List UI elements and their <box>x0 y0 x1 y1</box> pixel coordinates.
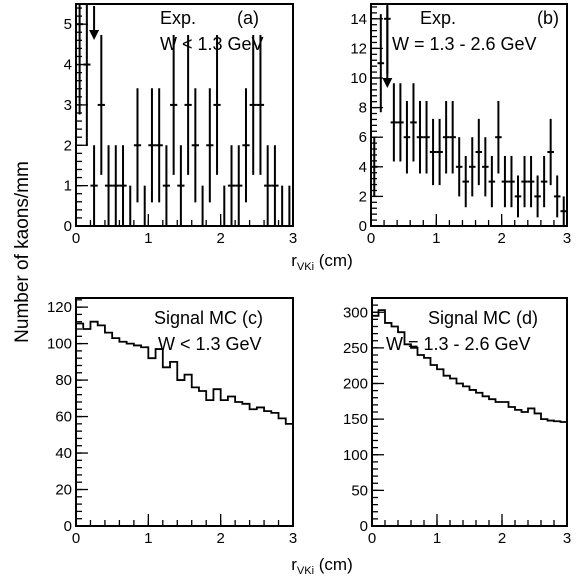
y-tick-label: 5 <box>64 16 72 33</box>
y-tick-label: 60 <box>55 409 72 426</box>
y-tick-label: 300 <box>343 304 368 321</box>
y-tick-label: 0 <box>64 218 72 235</box>
x-tick-label: 0 <box>368 530 376 547</box>
panel-annotation: W < 1.3 GeV <box>158 334 262 354</box>
x-tick-label: 3 <box>289 230 297 247</box>
panel-annotation: W = 1.3 - 2.6 GeV <box>392 34 537 54</box>
panel-annotation: W < 1.3 GeV <box>160 34 264 54</box>
x-tick-label: 0 <box>72 530 80 547</box>
y-tick-label: 14 <box>350 11 367 28</box>
x-tick-label: 0 <box>367 230 375 247</box>
x-tick-label: 3 <box>563 230 571 247</box>
y-tick-label: 4 <box>359 159 367 176</box>
cut-arrow-head <box>89 30 100 40</box>
cut-arrow-head <box>382 78 393 88</box>
panel-label: (a) <box>237 8 259 28</box>
y-tick-label: 100 <box>47 336 72 353</box>
y-tick-label: 100 <box>343 447 368 464</box>
histogram-line <box>372 309 567 423</box>
y-tick-label: 120 <box>47 299 72 316</box>
x-tick-label: 1 <box>144 230 152 247</box>
x-tick-label: 0 <box>72 230 80 247</box>
x-tick-label: 2 <box>216 230 224 247</box>
y-tick-label: 250 <box>343 340 368 357</box>
y-tick-label: 2 <box>64 137 72 154</box>
panel-annotation: Signal MC (d) <box>428 308 538 328</box>
y-tick-label: 200 <box>343 376 368 393</box>
y-tick-label: 3 <box>64 97 72 114</box>
x-axis-label-bottom: rVKi (cm) <box>291 555 353 577</box>
y-tick-label: 40 <box>55 445 72 462</box>
panel-d: 0 1 2 3 0 50 100 150 200 250 300 Signal MC (d) W = 1… <box>343 297 571 547</box>
y-tick-label: 20 <box>55 482 72 499</box>
y-tick-label: 0 <box>360 518 368 535</box>
panel-label: (b) <box>537 8 559 28</box>
y-tick-label: 8 <box>359 100 367 117</box>
x-tick-label: 2 <box>498 530 506 547</box>
plot-frame <box>370 3 568 227</box>
y-tick-label: 12 <box>350 40 367 57</box>
x-tick-label: 1 <box>433 530 441 547</box>
y-tick-label: 2 <box>359 188 367 205</box>
panel-a: 0 1 2 3 0 1 2 3 4 5 Exp. W < 1.3 GeV (a) <box>64 3 297 247</box>
plot-frame <box>75 297 294 527</box>
y-tick-label: 0 <box>359 218 367 235</box>
plot-frame <box>75 3 294 227</box>
y-tick-label: 1 <box>64 178 72 195</box>
x-tick-label: 3 <box>289 530 297 547</box>
panel-annotation: Exp. <box>420 8 456 28</box>
y-tick-label: 150 <box>343 411 368 428</box>
panel-c: 0 1 2 3 0 20 40 60 80 100 120 Signal MC (c) W < 1.3 … <box>47 297 297 547</box>
x-tick-label: 2 <box>497 230 505 247</box>
x-axis-label-top: rVKi (cm) <box>291 251 353 273</box>
y-tick-label: 4 <box>64 57 72 74</box>
y-tick-label: 50 <box>351 482 368 499</box>
x-tick-label: 1 <box>144 530 152 547</box>
y-tick-label: 6 <box>359 129 367 146</box>
x-tick-label: 1 <box>432 230 440 247</box>
y-axis-label: Number of kaons/mm <box>12 161 33 343</box>
panel-annotation: Signal MC (c) <box>154 308 263 328</box>
panel-annotation: Exp. <box>160 8 196 28</box>
x-tick-label: 3 <box>563 530 571 547</box>
y-tick-label: 10 <box>350 70 367 87</box>
histogram-line <box>76 320 293 425</box>
y-tick-label: 80 <box>55 372 72 389</box>
y-tick-label: 0 <box>64 518 72 535</box>
x-tick-label: 2 <box>216 530 224 547</box>
panel-annotation: W = 1.3 - 2.6 GeV <box>386 334 531 354</box>
